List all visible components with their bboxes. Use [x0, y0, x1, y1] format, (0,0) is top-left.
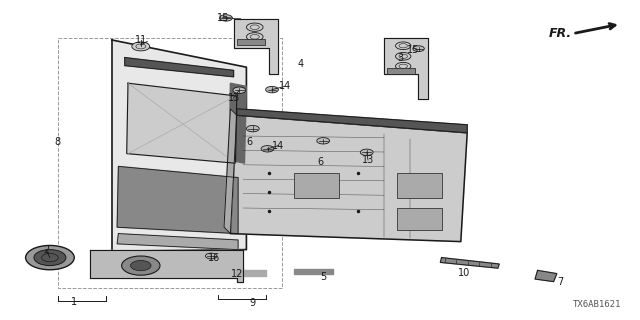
Polygon shape — [125, 58, 234, 77]
Polygon shape — [236, 270, 266, 276]
Circle shape — [246, 33, 263, 41]
Circle shape — [205, 253, 217, 259]
Text: 9: 9 — [250, 298, 256, 308]
Circle shape — [246, 23, 263, 31]
Text: 10: 10 — [458, 268, 470, 278]
Polygon shape — [237, 109, 467, 133]
Text: 1: 1 — [70, 297, 77, 308]
Bar — [237, 39, 265, 45]
Text: 15: 15 — [406, 44, 419, 55]
Circle shape — [396, 42, 411, 50]
Bar — [397, 173, 442, 198]
Circle shape — [266, 86, 278, 93]
Text: 3: 3 — [397, 52, 403, 63]
Circle shape — [360, 149, 373, 156]
Polygon shape — [117, 166, 238, 234]
Polygon shape — [294, 269, 333, 274]
Text: 2: 2 — [43, 244, 49, 255]
Text: 4: 4 — [298, 59, 304, 69]
Text: 13: 13 — [362, 155, 374, 165]
Text: 14: 14 — [272, 140, 285, 151]
Circle shape — [26, 245, 74, 270]
Text: 5: 5 — [320, 272, 326, 282]
Bar — [387, 68, 415, 74]
Circle shape — [220, 15, 232, 21]
Text: 16: 16 — [208, 252, 221, 263]
Bar — [294, 173, 339, 198]
Circle shape — [131, 260, 151, 271]
Polygon shape — [127, 83, 237, 163]
Polygon shape — [224, 109, 237, 234]
Polygon shape — [384, 38, 428, 99]
Text: 11: 11 — [134, 35, 147, 45]
Text: 14: 14 — [278, 81, 291, 92]
Text: FR.: FR. — [548, 27, 572, 40]
Text: 13: 13 — [227, 92, 240, 103]
Polygon shape — [234, 19, 278, 74]
Circle shape — [317, 138, 330, 144]
Text: 15: 15 — [216, 12, 229, 23]
Bar — [397, 208, 442, 230]
Text: 8: 8 — [54, 137, 61, 148]
Circle shape — [396, 62, 411, 70]
Polygon shape — [230, 115, 467, 242]
Circle shape — [132, 42, 150, 51]
Polygon shape — [229, 83, 246, 163]
Polygon shape — [117, 234, 238, 250]
Circle shape — [413, 46, 424, 52]
Text: 6: 6 — [317, 156, 323, 167]
Circle shape — [34, 250, 66, 266]
Text: 12: 12 — [230, 268, 243, 279]
Polygon shape — [440, 258, 499, 268]
Circle shape — [396, 52, 411, 60]
Circle shape — [261, 146, 274, 152]
Circle shape — [122, 256, 160, 275]
Polygon shape — [90, 250, 243, 282]
Text: TX6AB1621: TX6AB1621 — [572, 300, 621, 309]
Polygon shape — [112, 40, 246, 251]
Circle shape — [246, 125, 259, 132]
Circle shape — [233, 87, 246, 93]
Text: 6: 6 — [246, 137, 253, 148]
Text: 7: 7 — [557, 277, 563, 287]
Polygon shape — [535, 270, 557, 282]
